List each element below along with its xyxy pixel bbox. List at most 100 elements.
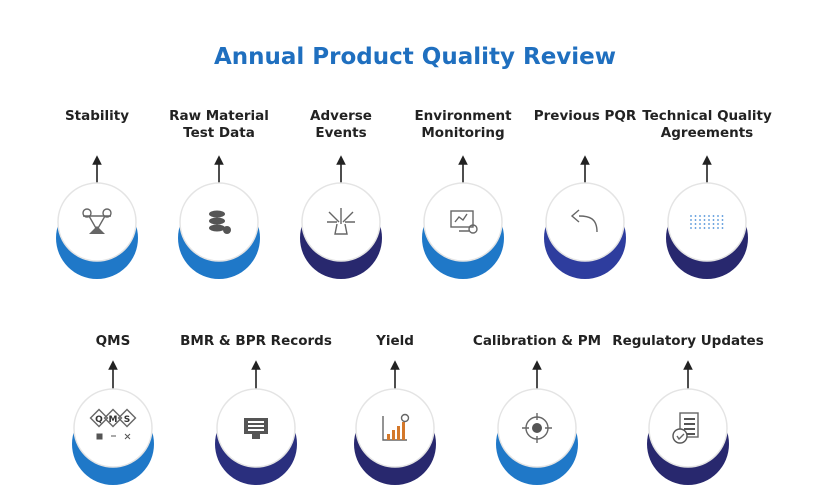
icon: [450, 210, 478, 234]
icon: [89, 408, 109, 428]
icon: [684, 433, 695, 435]
step: Regulatory Updates: [612, 333, 764, 485]
icon: [82, 208, 92, 218]
icon-letter: S: [124, 415, 130, 425]
icon: [327, 208, 355, 235]
icon-circle: [355, 388, 435, 468]
icon-circle: [667, 182, 747, 262]
icon: [82, 208, 112, 234]
step-label: Monitoring: [421, 125, 504, 141]
icon: [676, 433, 685, 441]
icon: [672, 428, 688, 444]
icon: [721, 219, 724, 221]
icon: [699, 223, 701, 225]
icon: [454, 213, 469, 232]
icon-letter: M: [109, 415, 118, 425]
icon: [690, 227, 692, 229]
icon: [679, 412, 699, 438]
icon: [708, 215, 710, 217]
icon: [699, 219, 701, 221]
icon: [684, 423, 695, 425]
icon: [694, 223, 697, 225]
icon: [699, 227, 701, 229]
step-label: Agreements: [661, 125, 753, 141]
icon: [712, 223, 715, 225]
step: Previous PQR: [534, 108, 637, 279]
icon: [690, 215, 724, 229]
icon: [712, 215, 715, 217]
icon: [327, 208, 355, 235]
step: Stability: [56, 108, 138, 279]
icon: [699, 215, 701, 217]
icon: [690, 215, 692, 217]
step-label: Test Data: [183, 125, 255, 141]
icon: [717, 227, 719, 229]
icon: [703, 227, 706, 229]
step-label: Regulatory Updates: [612, 333, 764, 349]
step-label: Previous PQR: [534, 108, 637, 124]
icon: [209, 224, 225, 232]
icon: [387, 434, 390, 440]
icon: [684, 418, 695, 420]
icon: [382, 413, 410, 441]
icon: [672, 412, 699, 444]
step-label: Yield: [375, 333, 414, 349]
icon-circle: [57, 182, 137, 262]
icon: [690, 219, 692, 221]
icon: [400, 413, 410, 423]
step-label: Raw Material: [169, 108, 269, 124]
icon: [717, 215, 719, 217]
step: Calibration & PM: [473, 333, 601, 485]
icon: [712, 227, 715, 229]
icon: [522, 413, 552, 443]
step-label: Calibration & PM: [473, 333, 601, 349]
icon: [570, 209, 598, 233]
icon: [450, 210, 474, 228]
icon: [703, 215, 706, 217]
icon-letter: Q: [95, 415, 103, 425]
icon: [532, 423, 542, 433]
icon: [708, 223, 710, 225]
icon: [223, 226, 231, 234]
icon: [96, 433, 131, 440]
step-label: Events: [315, 125, 366, 141]
icon-circle: [423, 182, 503, 262]
icon: [708, 227, 710, 229]
icon: [721, 227, 724, 229]
icon: [721, 215, 724, 217]
icon: [703, 219, 706, 221]
icon: [252, 434, 260, 439]
icon: [708, 219, 710, 221]
icon: [684, 428, 695, 430]
icon: [712, 219, 715, 221]
icon: [694, 227, 697, 229]
icon: [717, 223, 719, 225]
step-label: Stability: [65, 108, 129, 124]
icon: [248, 429, 264, 431]
step-label: Adverse: [310, 108, 372, 124]
icon-circle: [545, 182, 625, 262]
step: BMR & BPR Records: [180, 333, 332, 485]
icon: [117, 408, 137, 428]
icon: [244, 418, 268, 439]
title: Annual Product Quality Review: [214, 44, 616, 70]
icon: [721, 223, 724, 225]
icon: [690, 223, 692, 225]
step-label: Technical Quality: [642, 108, 772, 124]
icon: [522, 413, 552, 443]
icon: [717, 219, 719, 221]
icon: [570, 209, 598, 233]
icon: [248, 421, 264, 423]
icon-circle: [73, 388, 153, 468]
icon: [397, 426, 400, 440]
icon: [703, 223, 706, 225]
icon: [103, 408, 123, 428]
icon: [694, 219, 697, 221]
icon: [209, 210, 225, 218]
icon: [402, 422, 405, 440]
